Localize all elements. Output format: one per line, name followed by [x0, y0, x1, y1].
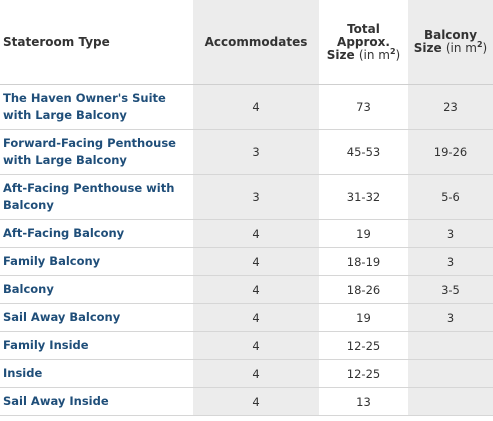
table-row: Family Inside 4 12-25: [0, 331, 493, 360]
stateroom-type-cell: Balcony: [0, 275, 193, 304]
table-row: The Haven Owner's Suite with Large Balco…: [0, 84, 493, 130]
table-row: Aft-Facing Balcony 4 19 3: [0, 219, 493, 248]
stateroom-type-cell: Aft-Facing Penthouse with Balcony: [0, 174, 193, 220]
header-balcony-size-unit: (in m: [445, 41, 477, 55]
stateroom-type-cell: Family Inside: [0, 331, 193, 360]
header-accommodates: Accommodates: [193, 0, 319, 85]
total-size-cell: 45-53: [319, 129, 408, 175]
total-size-cell: 18-26: [319, 275, 408, 304]
table-row: Sail Away Balcony 4 19 3: [0, 303, 493, 332]
accommodates-cell: 3: [193, 129, 319, 175]
stateroom-type-cell: Sail Away Balcony: [0, 303, 193, 332]
accommodates-cell: 4: [193, 219, 319, 248]
balcony-size-cell: 5-6: [408, 174, 493, 220]
header-total-size: Total Approx. Size (in m2): [319, 0, 408, 85]
total-size-cell: 73: [319, 84, 408, 130]
balcony-size-cell: [408, 387, 493, 416]
stateroom-type-cell: Sail Away Inside: [0, 387, 193, 416]
header-balcony-size-superscript: 2: [476, 40, 483, 49]
header-balcony-size-close: ): [482, 41, 488, 55]
total-size-cell: 12-25: [319, 331, 408, 360]
header-balcony-size: Balcony Size (in m2): [408, 0, 493, 85]
header-total-size-label: Total Approx. Size: [326, 21, 390, 62]
total-size-cell: 31-32: [319, 174, 408, 220]
balcony-size-cell: 3: [408, 219, 493, 248]
header-total-size-superscript: 2: [389, 46, 396, 56]
total-size-cell: 18-19: [319, 247, 408, 276]
total-size-cell: 19: [319, 303, 408, 332]
header-balcony-size-label: Balcony Size: [413, 28, 478, 55]
table-header-row: Stateroom Type Accommodates Total Approx…: [0, 0, 493, 85]
stateroom-type-cell: Forward-Facing Penthouse with Large Balc…: [0, 129, 193, 175]
balcony-size-cell: 3-5: [408, 275, 493, 304]
accommodates-cell: 4: [193, 247, 319, 276]
total-size-cell: 13: [319, 387, 408, 416]
table-row: Inside 4 12-25: [0, 359, 493, 388]
accommodates-cell: 4: [193, 303, 319, 332]
header-total-size-close: ): [395, 47, 401, 62]
balcony-size-cell: [408, 331, 493, 360]
balcony-size-cell: 3: [408, 247, 493, 276]
accommodates-cell: 4: [193, 331, 319, 360]
header-total-size-unit: (in m: [358, 47, 390, 62]
accommodates-cell: 4: [193, 275, 319, 304]
table-row: Aft-Facing Penthouse with Balcony 3 31-3…: [0, 174, 493, 220]
total-size-cell: 19: [319, 219, 408, 248]
accommodates-cell: 4: [193, 84, 319, 130]
balcony-size-cell: 19-26: [408, 129, 493, 175]
balcony-size-cell: 23: [408, 84, 493, 130]
header-stateroom-type: Stateroom Type: [0, 0, 193, 85]
table-row: Sail Away Inside 4 13: [0, 387, 493, 416]
stateroom-type-cell: The Haven Owner's Suite with Large Balco…: [0, 84, 193, 130]
table-row: Forward-Facing Penthouse with Large Balc…: [0, 129, 493, 175]
accommodates-cell: 3: [193, 174, 319, 220]
table-row: Family Balcony 4 18-19 3: [0, 247, 493, 276]
stateroom-type-cell: Inside: [0, 359, 193, 388]
accommodates-cell: 4: [193, 387, 319, 416]
table-row: Balcony 4 18-26 3-5: [0, 275, 493, 304]
total-size-cell: 12-25: [319, 359, 408, 388]
stateroom-type-cell: Aft-Facing Balcony: [0, 219, 193, 248]
accommodates-cell: 4: [193, 359, 319, 388]
stateroom-type-cell: Family Balcony: [0, 247, 193, 276]
balcony-size-cell: 3: [408, 303, 493, 332]
balcony-size-cell: [408, 359, 493, 388]
